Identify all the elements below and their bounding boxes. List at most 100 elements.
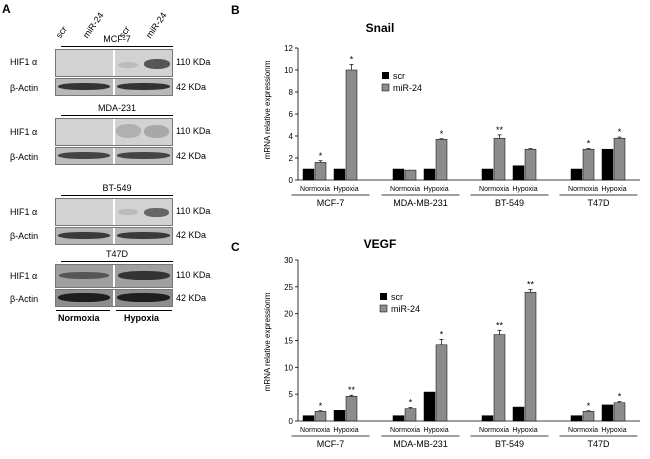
chart-c-ytick-label-0: 0 bbox=[289, 417, 294, 426]
chart-b-legend-swatch-mir24 bbox=[381, 83, 390, 92]
chart-b-bar-scr-4 bbox=[481, 168, 494, 181]
hypoxia-label: Hypoxia bbox=[124, 313, 160, 323]
blot-underline-mda231 bbox=[61, 115, 173, 116]
chart-b-condition-label-5: Hypoxia bbox=[512, 186, 537, 193]
chart-c-title: VEGF bbox=[364, 237, 397, 251]
chart-c-bar-scr-7 bbox=[601, 404, 614, 422]
blot-underline-bt549 bbox=[61, 195, 173, 196]
chart-c-condition-label-5: Hypoxia bbox=[512, 427, 537, 434]
vegf-chart: VEGF mRNA relative expressionm 0 5 10 15 20 2… bbox=[263, 237, 640, 449]
normoxia-line bbox=[56, 310, 110, 311]
chart-c-significance-5: ** bbox=[527, 280, 535, 290]
chart-c-significance-0: * bbox=[319, 401, 323, 411]
kda-hif-mda231: 110 KDa bbox=[176, 126, 211, 136]
chart-b-significance-4: ** bbox=[496, 125, 504, 135]
chart-b-bar-mir24-1 bbox=[345, 69, 358, 181]
row-label-actin-t47d: β-Actin bbox=[10, 294, 39, 304]
row-label-actin-bt549: β-Actin bbox=[10, 231, 39, 241]
chart-c-significance-1: ** bbox=[348, 385, 356, 395]
kda-actin-t47d: 42 KDa bbox=[176, 293, 207, 303]
chart-b-bar-mir24-4 bbox=[493, 137, 506, 181]
blot-cell-label-mda231: MDA-231 bbox=[97, 103, 136, 113]
chart-b-bar-scr-0 bbox=[302, 168, 315, 181]
chart-b-condition-label-2: Normoxia bbox=[390, 186, 420, 193]
chart-b-bar-mir24-7 bbox=[613, 137, 626, 181]
kda-actin-bt549: 42 KDa bbox=[176, 230, 207, 240]
chart-c-condition-label-2: Normoxia bbox=[390, 427, 420, 434]
chart-c-group-label-1: MDA-MB-231 bbox=[393, 439, 448, 449]
chart-c-group-label-0: MCF-7 bbox=[317, 439, 345, 449]
chart-b-condition-label-3: Hypoxia bbox=[423, 186, 448, 193]
chart-b-group-label-1: MDA-MB-231 bbox=[393, 198, 448, 208]
chart-c-legend-label-mir24: miR-24 bbox=[391, 304, 420, 314]
chart-c-ytick-label-3: 15 bbox=[284, 337, 293, 346]
kda-hif-t47d: 110 KDa bbox=[176, 270, 211, 280]
chart-c-condition-label-3: Hypoxia bbox=[423, 427, 448, 434]
chart-b-bar-scr-6 bbox=[570, 168, 583, 181]
chart-b-bar-mir24-5 bbox=[524, 148, 537, 181]
chart-c-bar-scr-0 bbox=[302, 415, 315, 422]
chart-c-significance-4: ** bbox=[496, 320, 504, 330]
chart-c-ylabel: mRNA relative expressionm bbox=[263, 292, 272, 391]
blot-hif-t47d bbox=[55, 264, 173, 288]
chart-c-condition-label-0: Normoxia bbox=[300, 427, 330, 434]
chart-b-significance-1: * bbox=[350, 55, 354, 65]
chart-b-condition-label-6: Normoxia bbox=[568, 186, 598, 193]
chart-c-ytick-label-1: 5 bbox=[289, 390, 294, 399]
chart-c-bar-scr-5 bbox=[512, 406, 525, 422]
normoxia-label: Normoxia bbox=[58, 313, 100, 323]
chart-b-legend-swatch-scr bbox=[382, 72, 389, 79]
chart-b-ytick-label-1: 2 bbox=[289, 154, 294, 163]
row-label-hif-mda231: HIF1 α bbox=[10, 127, 38, 137]
blot-underline-t47d bbox=[61, 261, 173, 262]
snail-chart: Snail mRNA relative expressionm 0 2 4 6 8 10 1… bbox=[263, 21, 640, 208]
kda-actin-mcf7: 42 KDa bbox=[176, 82, 207, 92]
chart-b-ytick-label-4: 8 bbox=[289, 88, 294, 97]
blot-actin-mcf7 bbox=[55, 78, 173, 96]
chart-b-bar-scr-5 bbox=[512, 165, 525, 181]
kda-actin-mda231: 42 KDa bbox=[176, 151, 207, 161]
chart-b-ytick-label-6: 12 bbox=[284, 44, 293, 53]
chart-b-significance-6: * bbox=[587, 139, 591, 149]
chart-c-bar-scr-1 bbox=[333, 410, 346, 422]
blot-cell-label-bt549: BT-549 bbox=[102, 183, 132, 193]
row-label-hif-mcf7: HIF1 α bbox=[10, 57, 38, 67]
chart-b-legend-label-mir24: miR-24 bbox=[393, 83, 422, 93]
blot-hif-mcf7 bbox=[55, 49, 173, 77]
chart-c-ytick-label-4: 20 bbox=[284, 310, 293, 319]
hypoxia-line bbox=[116, 310, 172, 311]
chart-c-bar-mir24-2 bbox=[404, 408, 417, 422]
chart-c-condition-label-1: Hypoxia bbox=[333, 427, 358, 434]
chart-b-significance-3: * bbox=[440, 129, 444, 139]
row-label-actin-mda231: β-Actin bbox=[10, 152, 39, 162]
chart-b-ylabel: mRNA relative expressionm bbox=[263, 60, 272, 159]
blot-hif-mda231 bbox=[55, 118, 173, 146]
chart-c-bar-mir24-0 bbox=[314, 411, 327, 422]
chart-b-bar-mir24-6 bbox=[582, 148, 595, 181]
chart-c-legend-label-scr: scr bbox=[391, 292, 403, 302]
chart-c-bar-scr-2 bbox=[392, 415, 405, 422]
chart-b-bar-mir24-3 bbox=[435, 139, 448, 181]
chart-b-title: Snail bbox=[366, 21, 395, 35]
chart-c-bar-mir24-6 bbox=[582, 411, 595, 422]
panel-c-letter: C bbox=[231, 240, 240, 254]
blot-actin-mda231 bbox=[55, 147, 173, 165]
chart-c-bar-scr-4 bbox=[481, 415, 494, 422]
chart-b-legend-label-scr: scr bbox=[393, 71, 405, 81]
chart-b-bar-scr-1 bbox=[333, 168, 346, 181]
chart-b-condition-label-7: Hypoxia bbox=[601, 186, 626, 193]
blot-underline-mcf7 bbox=[61, 46, 173, 47]
chart-b-group-label-0: MCF-7 bbox=[317, 198, 345, 208]
chart-b-bar-scr-7 bbox=[601, 148, 614, 181]
chart-c-bar-mir24-5 bbox=[524, 291, 537, 422]
chart-b-condition-label-0: Normoxia bbox=[300, 186, 330, 193]
chart-c-bar-mir24-4 bbox=[493, 334, 506, 422]
chart-b-ytick-label-0: 0 bbox=[289, 176, 294, 185]
chart-b-ytick-label-2: 4 bbox=[289, 132, 294, 141]
kda-hif-bt549: 110 KDa bbox=[176, 206, 211, 216]
chart-c-ytick-label-2: 10 bbox=[284, 363, 293, 372]
kda-hif-mcf7: 110 KDa bbox=[176, 57, 211, 67]
chart-c-legend-swatch-scr bbox=[380, 293, 387, 300]
blot-cell-label-mcf7: MCF-7 bbox=[103, 34, 131, 44]
row-label-actin-mcf7: β-Actin bbox=[10, 83, 39, 93]
